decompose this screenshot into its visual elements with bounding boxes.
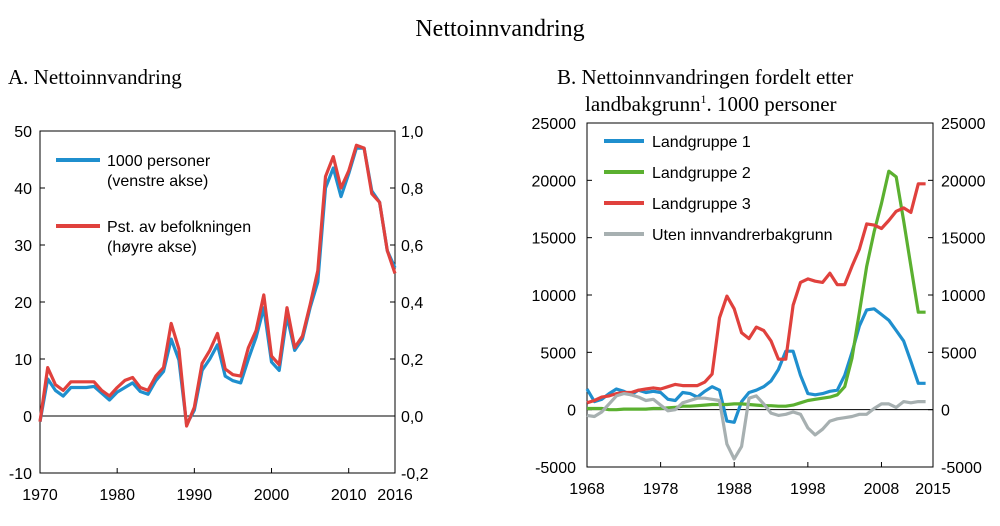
x-tick-label-a: 1980 bbox=[99, 487, 135, 504]
x-tick-label-b: 1968 bbox=[569, 481, 605, 498]
y-tick-label-left-a: -10 bbox=[9, 466, 32, 483]
legend-label-line: 1000 personer bbox=[107, 153, 211, 170]
series-line-b-4 bbox=[586, 392, 926, 461]
series-line-b-1 bbox=[585, 307, 926, 424]
y-tick-label-left-a: 30 bbox=[14, 238, 32, 255]
y-tick-label-left-b: 20000 bbox=[532, 173, 577, 190]
legend-a-label-series-2: Pst. av befolkningen (høyre akse) bbox=[107, 219, 251, 256]
y-tick-label-left-b: -5000 bbox=[535, 460, 576, 477]
series-line-b-3 bbox=[586, 182, 926, 405]
legend-b: Landgruppe 1 Landgruppe 2 Landgruppe 3 Uten… bbox=[604, 134, 833, 244]
y-tick-label-right-a: 1,0 bbox=[401, 124, 423, 141]
y-tick-label-left-a: 10 bbox=[14, 352, 32, 369]
panel-b-title-footnote-marker: 1 bbox=[700, 92, 706, 106]
legend-a-label-series-1: 1000 personer (venstre akse) bbox=[107, 153, 211, 190]
y-tick-label-left-a: 0 bbox=[23, 409, 32, 426]
x-tick-label-b: 2015 bbox=[915, 481, 951, 498]
y-tick-label-right-a: 0,0 bbox=[401, 409, 423, 426]
y-tick-label-right-b: 25000 bbox=[941, 116, 986, 133]
y-tick-label-left-b: 10000 bbox=[532, 288, 577, 305]
y-tick-label-right-b: -5000 bbox=[941, 460, 982, 477]
panel-b-title-landbakgrunn: landbakgrunn bbox=[585, 92, 701, 116]
y-tick-label-left-a: 50 bbox=[14, 124, 32, 141]
y-tick-label-right-b: 5000 bbox=[941, 345, 977, 362]
x-tick-label-b: 1998 bbox=[790, 481, 826, 498]
y-tick-label-right-b: 0 bbox=[941, 403, 950, 420]
y-tick-label-right-b: 20000 bbox=[941, 173, 986, 190]
y-tick-label-left-b: 25000 bbox=[532, 116, 577, 133]
legend-label-line: (høyre akse) bbox=[107, 239, 197, 256]
x-tick-label-a: 2000 bbox=[254, 487, 290, 504]
panel-b-title-unit: . 1000 personer bbox=[706, 92, 836, 116]
x-tick-label-a: 1990 bbox=[177, 487, 213, 504]
y-tick-label-right-b: 10000 bbox=[941, 288, 986, 305]
series-line-a-2 bbox=[38, 143, 397, 428]
x-tick-label-a: 1970 bbox=[22, 487, 58, 504]
y-tick-label-right-a: 0,8 bbox=[401, 181, 423, 198]
panel-a-title: A. Nettoinnvandring bbox=[8, 65, 182, 89]
legend-label-line: (venstre akse) bbox=[107, 173, 208, 190]
legend-b-label-1: Landgruppe 1 bbox=[652, 134, 751, 151]
y-tick-label-right-a: 0,6 bbox=[401, 238, 423, 255]
figure-title: Nettoinnvandring bbox=[415, 16, 584, 42]
y-tick-label-left-a: 40 bbox=[14, 181, 32, 198]
panel-b: B. Nettoinnvandringen fordelt etter land… bbox=[532, 65, 986, 498]
y-tick-label-right-a: -0,2 bbox=[401, 466, 429, 483]
legend-a: 1000 personer (venstre akse) Pst. av befo… bbox=[56, 153, 251, 256]
x-tick-label-a: 2010 bbox=[331, 487, 367, 504]
series-line-a-1 bbox=[38, 146, 397, 427]
y-tick-label-right-a: 0,4 bbox=[401, 295, 423, 312]
x-tick-label-b: 2008 bbox=[864, 481, 900, 498]
x-tick-label-a: 2016 bbox=[377, 487, 413, 504]
x-tick-label-b: 1978 bbox=[643, 481, 679, 498]
panel-a: A. Nettoinnvandring 1000 personer (venstr… bbox=[8, 65, 429, 504]
plot-frame-a bbox=[39, 130, 396, 474]
y-tick-label-left-b: 0 bbox=[567, 403, 576, 420]
panel-b-title-line-2: landbakgrunn1. 1000 personer bbox=[585, 92, 837, 116]
x-tick-label-b: 1988 bbox=[716, 481, 752, 498]
series-line-b-2 bbox=[587, 169, 926, 412]
legend-b-label-2: Landgruppe 2 bbox=[652, 165, 751, 182]
legend-b-label-3: Landgruppe 3 bbox=[652, 196, 751, 213]
legend-label-line: Pst. av befolkningen bbox=[107, 219, 251, 236]
legend-b-label-4: Uten innvandrerbakgrunn bbox=[652, 227, 833, 244]
plot-frame-b bbox=[586, 122, 934, 468]
y-tick-label-right-b: 15000 bbox=[941, 231, 986, 248]
y-tick-label-left-b: 15000 bbox=[532, 231, 577, 248]
panel-b-title-line-1: B. Nettoinnvandringen fordelt etter bbox=[557, 65, 853, 89]
y-tick-label-right-a: 0,2 bbox=[401, 352, 423, 369]
y-tick-label-left-a: 20 bbox=[14, 295, 32, 312]
y-tick-label-left-b: 5000 bbox=[540, 345, 576, 362]
